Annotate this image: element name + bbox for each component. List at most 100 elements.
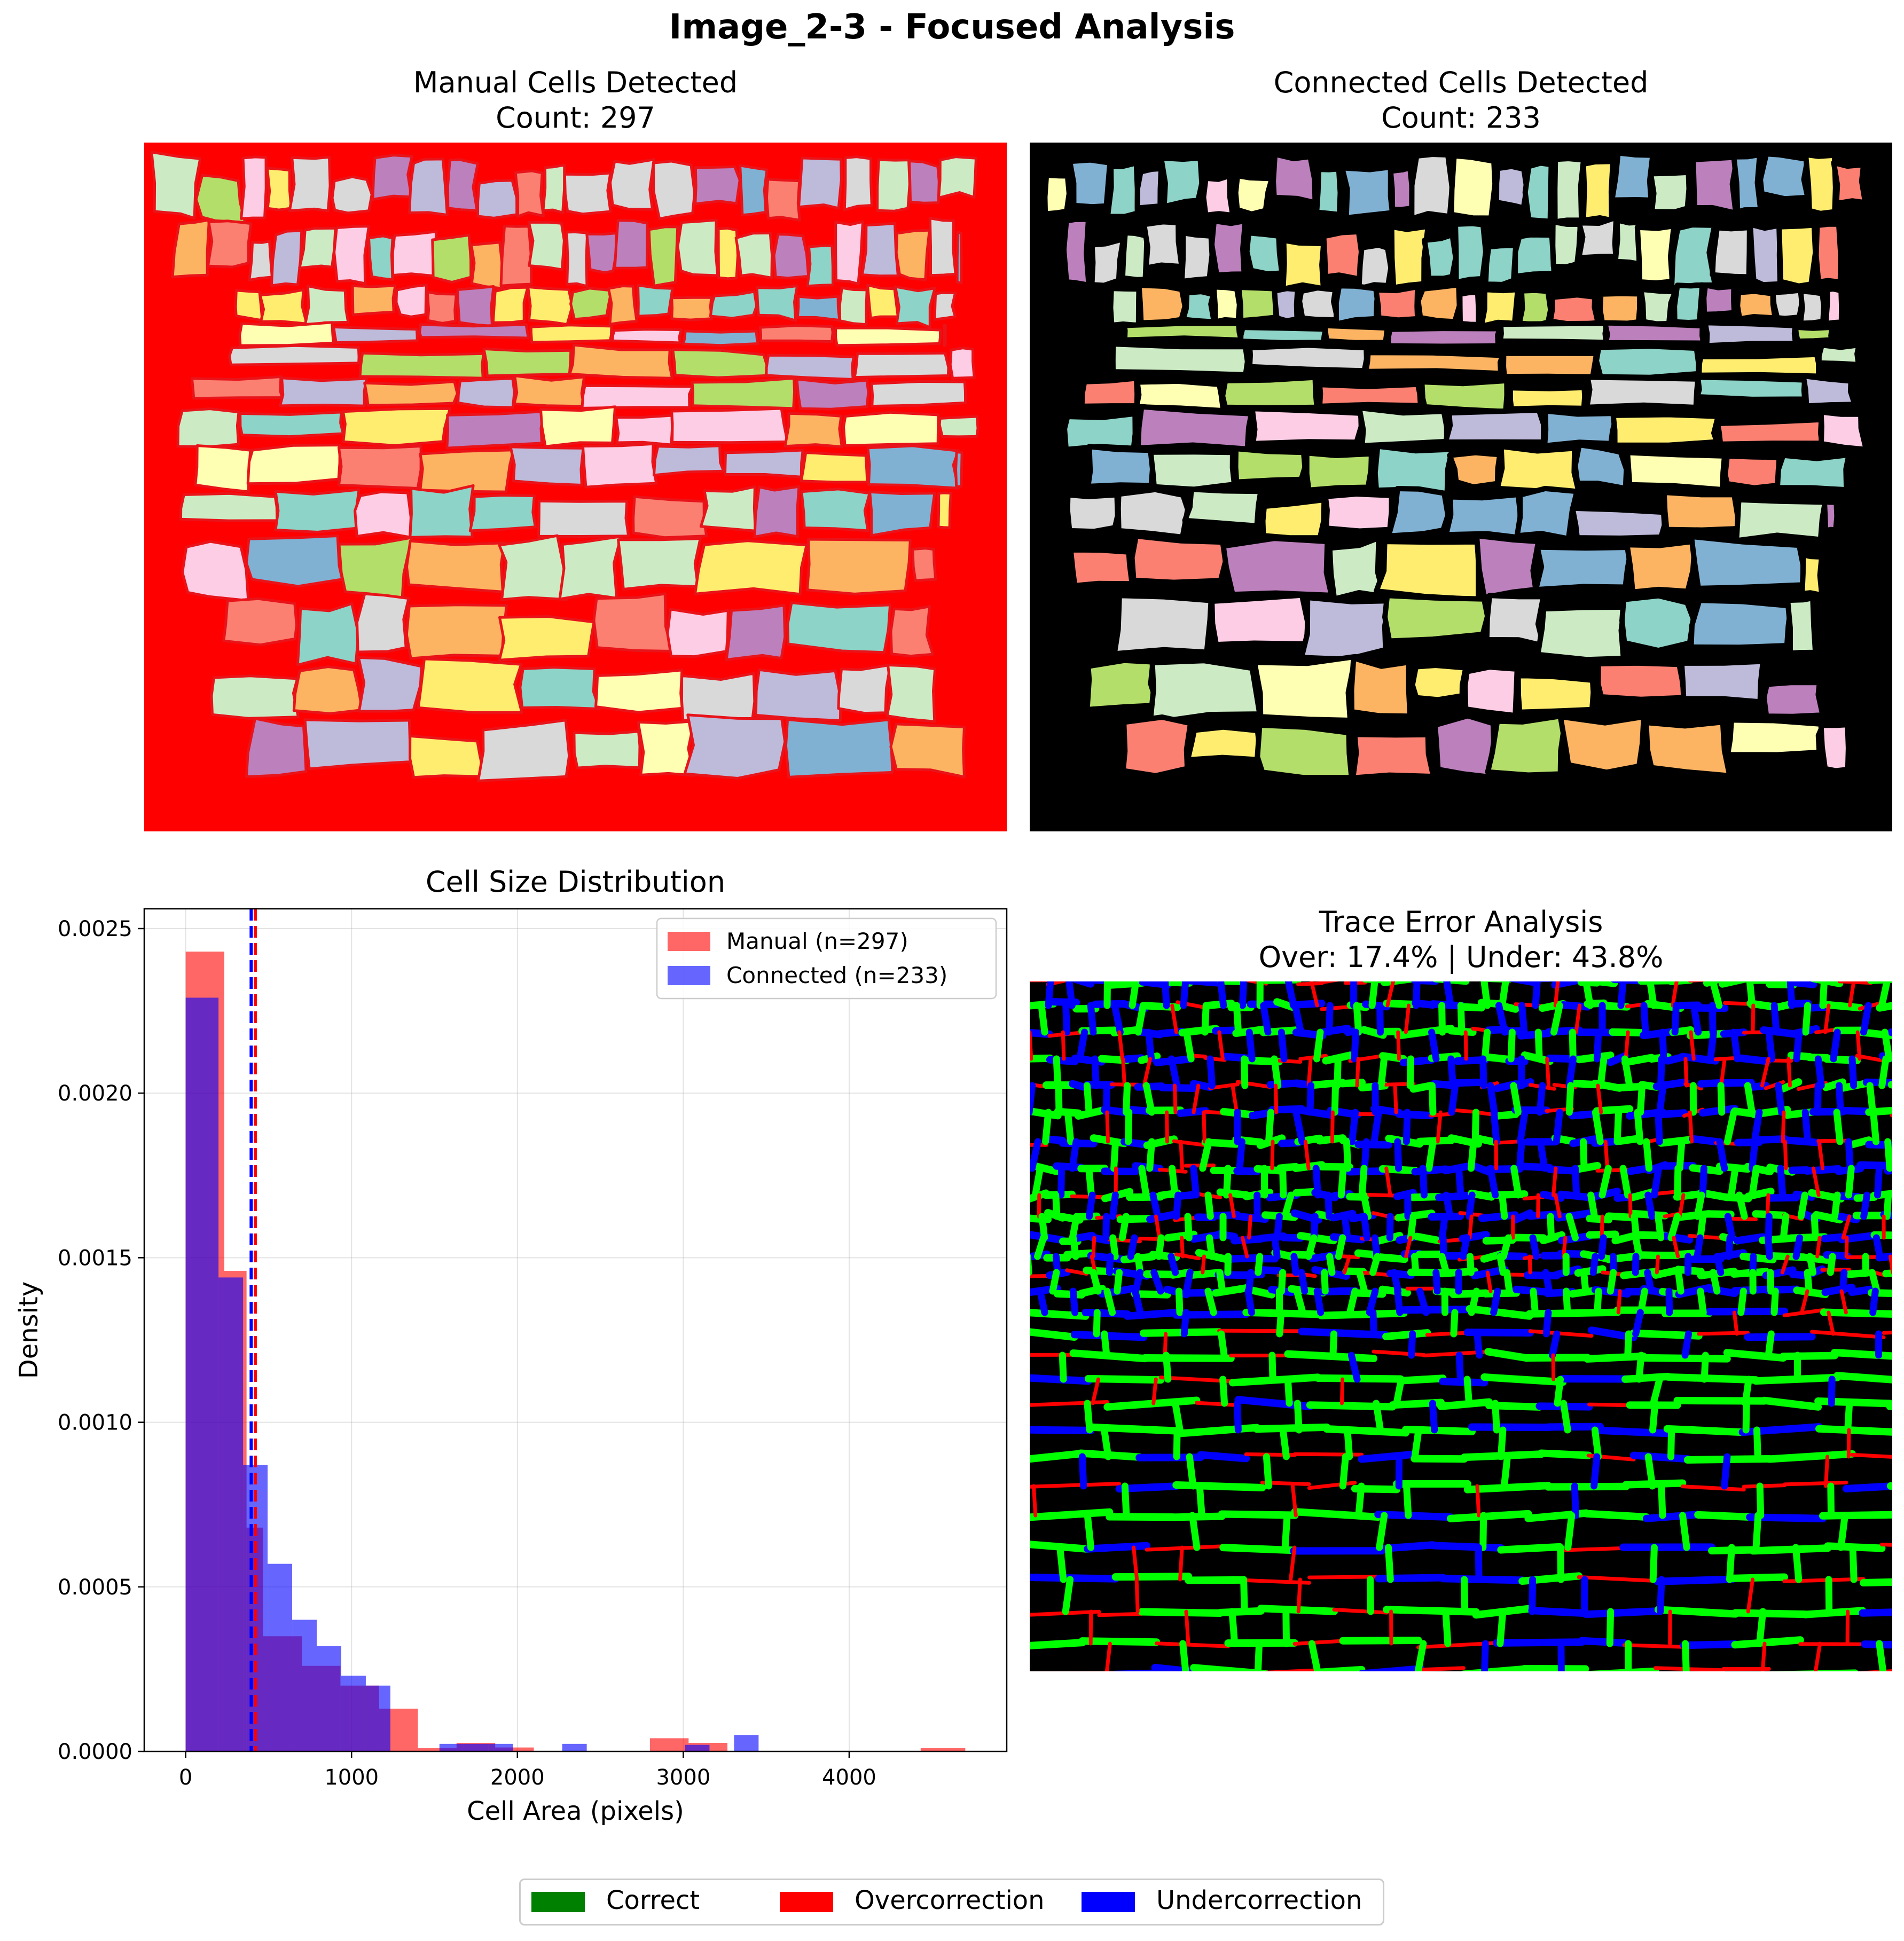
bar-series1-bin4 bbox=[292, 1620, 317, 1751]
manual-cell bbox=[469, 241, 504, 290]
manual-cell bbox=[457, 377, 516, 409]
trace-boundary bbox=[1439, 1378, 1488, 1387]
trace-boundary bbox=[1781, 1136, 1822, 1146]
manual-cell bbox=[585, 232, 618, 274]
trace-boundary bbox=[1817, 1140, 1825, 1170]
manual-cell bbox=[709, 290, 758, 320]
connected-cell bbox=[1385, 326, 1503, 349]
trace-boundary bbox=[1574, 1003, 1582, 1034]
trace-boundary bbox=[1268, 1351, 1276, 1383]
trace-boundary bbox=[1466, 1191, 1476, 1220]
trace-boundary bbox=[1765, 1193, 1770, 1219]
trace-boundary bbox=[1876, 1640, 1887, 1671]
trace-boundary bbox=[1632, 1309, 1644, 1338]
trace-boundary bbox=[1204, 1287, 1217, 1316]
trace-boundary bbox=[1106, 1253, 1114, 1276]
trace-boundary bbox=[1565, 1055, 1577, 1089]
manual-cell bbox=[666, 608, 730, 658]
trace-boundary bbox=[1185, 1576, 1247, 1584]
legend-swatch-correct bbox=[531, 1892, 585, 1912]
trace-boundary bbox=[1258, 1266, 1283, 1275]
manual-cell bbox=[476, 719, 571, 782]
trace-boundary bbox=[1382, 1329, 1431, 1340]
trace-boundary bbox=[1578, 1637, 1628, 1647]
trace-boundary bbox=[1442, 1608, 1452, 1647]
trace-boundary bbox=[1687, 1030, 1728, 1040]
trace-boundary bbox=[1396, 1030, 1401, 1061]
trace-boundary bbox=[1587, 1402, 1632, 1408]
trace-boundary bbox=[1647, 981, 1657, 1009]
trace-boundary bbox=[1755, 1135, 1789, 1144]
trace-boundary bbox=[1320, 981, 1339, 985]
trace-boundary bbox=[1335, 1234, 1346, 1260]
trace-boundary bbox=[1172, 1400, 1184, 1434]
trace-boundary bbox=[1640, 1028, 1677, 1040]
trace-boundary bbox=[1065, 1268, 1088, 1276]
manual-cell bbox=[568, 343, 673, 380]
trace-boundary bbox=[1475, 1544, 1483, 1583]
trace-boundary bbox=[1196, 1482, 1205, 1519]
manual-cell bbox=[446, 158, 480, 212]
trace-boundary bbox=[1651, 1266, 1682, 1279]
trace-boundary bbox=[1811, 1213, 1819, 1241]
trace-boundary bbox=[1413, 1232, 1444, 1245]
manual-cell bbox=[238, 321, 335, 347]
trace-boundary bbox=[1155, 1234, 1165, 1260]
trace-boundary bbox=[1507, 1028, 1516, 1063]
trace-boundary bbox=[1599, 1165, 1612, 1199]
connected-cell bbox=[1516, 287, 1554, 328]
trace-boundary bbox=[1194, 1401, 1240, 1408]
trace-boundary bbox=[1569, 1028, 1577, 1063]
manual-cell bbox=[866, 284, 899, 320]
trace-boundary bbox=[1310, 1213, 1319, 1241]
trace-boundary bbox=[1689, 1030, 1696, 1061]
trace-boundary bbox=[1484, 1348, 1531, 1362]
trace-boundary bbox=[1716, 1138, 1728, 1172]
trace-boundary bbox=[1523, 1271, 1561, 1279]
trace-boundary bbox=[1069, 1234, 1079, 1260]
trace-boundary bbox=[1436, 1110, 1443, 1144]
trace-boundary bbox=[1138, 1165, 1150, 1199]
trace-boundary bbox=[1596, 1083, 1603, 1114]
trace-boundary bbox=[1554, 1193, 1562, 1219]
trace-boundary bbox=[1438, 1213, 1448, 1241]
trace-boundary bbox=[1731, 1609, 1809, 1618]
trace-boundary bbox=[1710, 1269, 1721, 1295]
connected-cell bbox=[1110, 341, 1250, 378]
manual-cell bbox=[693, 539, 808, 596]
trace-boundary bbox=[1492, 1638, 1586, 1647]
connected-cell bbox=[1389, 223, 1431, 290]
connected-cell bbox=[1357, 405, 1449, 449]
trace-boundary bbox=[1657, 1055, 1665, 1089]
manual-cell bbox=[468, 494, 537, 532]
trace-boundary bbox=[1443, 1191, 1454, 1220]
manual-cell bbox=[754, 668, 842, 722]
manual-cell bbox=[278, 376, 368, 407]
trace-boundary bbox=[1587, 1191, 1598, 1220]
trace-boundary bbox=[1087, 1002, 1097, 1036]
trace-boundary bbox=[1307, 1481, 1357, 1490]
trace-boundary bbox=[1190, 1664, 1270, 1671]
trace-boundary bbox=[1173, 1083, 1178, 1114]
trace-boundary bbox=[1495, 1002, 1508, 1036]
manual-cell bbox=[694, 165, 741, 206]
trace-boundary bbox=[1883, 1191, 1892, 1220]
trace-boundary bbox=[1467, 1138, 1477, 1172]
manual-cell bbox=[358, 351, 485, 380]
manual-cell bbox=[691, 376, 796, 410]
connected-cell bbox=[1696, 351, 1821, 379]
trace-boundary bbox=[1850, 1452, 1892, 1459]
manual-cell bbox=[800, 451, 869, 484]
trace-boundary bbox=[1358, 1450, 1419, 1463]
connected-cell bbox=[1735, 288, 1778, 322]
trace-boundary bbox=[1676, 1138, 1686, 1172]
connected-cell bbox=[1507, 384, 1588, 412]
trace-boundary bbox=[1554, 1376, 1564, 1407]
trace-boundary bbox=[1530, 1287, 1539, 1316]
manual-cell bbox=[341, 407, 451, 447]
trace-boundary bbox=[1658, 1482, 1666, 1519]
trace-boundary bbox=[1204, 1191, 1214, 1220]
manual-cell bbox=[513, 374, 586, 408]
trace-boundary bbox=[1184, 1213, 1193, 1241]
manual-cell bbox=[222, 597, 298, 647]
